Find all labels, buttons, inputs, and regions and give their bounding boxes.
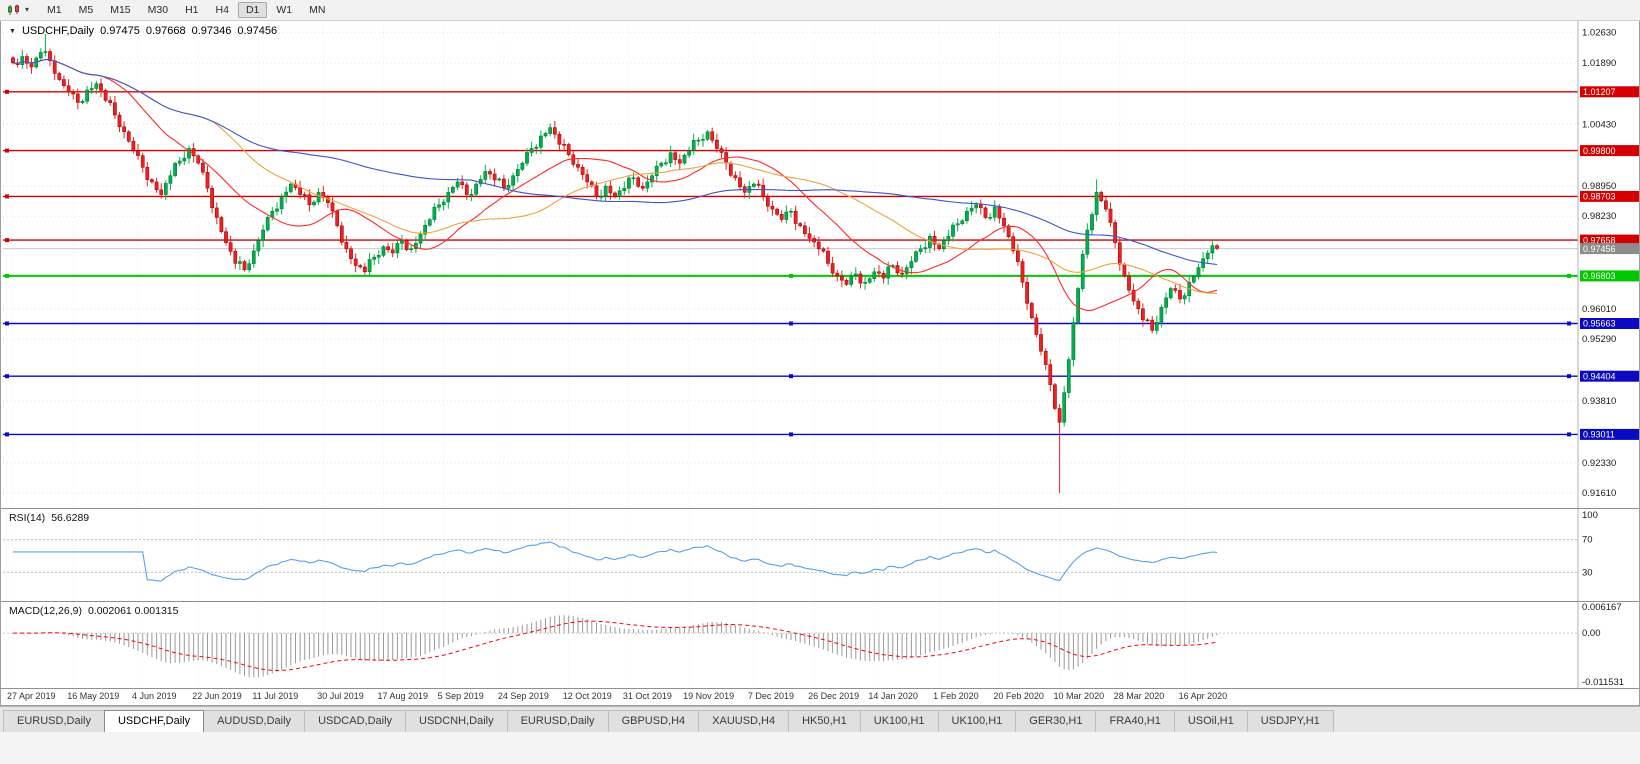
svg-text:0.99800: 0.99800	[1583, 146, 1616, 156]
timeframe-toolbar: ▾ M1 M5 M15 M30 H1 H4 D1 W1 MN	[0, 0, 1640, 21]
date-label: 26 Dec 2019	[808, 691, 860, 701]
timeframe-buttons: M1 M5 M15 M30 H1 H4 D1 W1 MN	[39, 2, 334, 18]
tab-ger30-h1[interactable]: GER30,H1	[1015, 710, 1097, 732]
svg-text:70: 70	[1582, 535, 1593, 546]
svg-text:0.97658: 0.97658	[1583, 235, 1616, 245]
date-label: 17 Aug 2019	[377, 691, 429, 701]
svg-text:0.98703: 0.98703	[1583, 192, 1616, 202]
macd-chart-canvas[interactable]: 0.006167 0.00 -0.011531	[1, 602, 1639, 688]
rsi-pane[interactable]: 100 70 30 RSI(14) 56.6289	[1, 508, 1639, 601]
timeframe-button-w1[interactable]: W1	[276, 4, 293, 16]
svg-text:1.02630: 1.02630	[1582, 27, 1616, 38]
tab-usdjpy-h1[interactable]: USDJPY,H1	[1246, 710, 1334, 732]
price-pane[interactable]: 1.02630 1.01890 1.00430 0.98950 0.98230 0.960…	[1, 21, 1639, 508]
date-label: 12 Oct 2019	[562, 691, 612, 701]
date-label: 28 Mar 2020	[1113, 691, 1165, 701]
tab-usdchf-daily[interactable]: USDCHF,Daily	[103, 710, 205, 732]
svg-text:30: 30	[1582, 567, 1593, 578]
time-axis[interactable]: 27 Apr 2019 16 May 2019 4 Jun 2019 22 Jun 2…	[1, 688, 1639, 705]
date-label: 27 Apr 2019	[7, 691, 56, 701]
tab-fra40-h1[interactable]: FRA40,H1	[1095, 710, 1175, 732]
date-label: 22 Jun 2019	[192, 691, 242, 701]
svg-text:-0.011531: -0.011531	[1582, 677, 1624, 688]
tab-usdcad-daily[interactable]: USDCAD,Daily	[304, 710, 407, 732]
svg-text:0.96803: 0.96803	[1583, 271, 1616, 281]
chart-tabs-bar: EURUSD,Daily USDCHF,Daily AUDUSD,Daily USDC…	[0, 706, 1640, 732]
svg-text:0.93810: 0.93810	[1582, 396, 1616, 407]
date-label: 30 Jul 2019	[317, 691, 364, 701]
date-label: 7 Dec 2019	[747, 691, 794, 701]
svg-text:0.00: 0.00	[1582, 628, 1601, 639]
tab-gbpusd-h4[interactable]: GBPUSD,H4	[607, 710, 700, 732]
timeframe-button-h1[interactable]: H1	[185, 4, 199, 16]
tab-usdcnh-daily[interactable]: USDCNH,Daily	[405, 710, 508, 732]
timeframe-button-m30[interactable]: M30	[147, 4, 169, 16]
date-label: 16 Apr 2020	[1178, 691, 1228, 701]
macd-pane[interactable]: 0.006167 0.00 -0.011531 MACD(12,26,9) 0.00…	[1, 601, 1639, 688]
timeframe-button-d1[interactable]: D1	[237, 2, 268, 18]
tab-eurusd-daily[interactable]: EURUSD,Daily	[506, 710, 609, 732]
date-label: 24 Sep 2019	[497, 691, 549, 701]
svg-text:0.96010: 0.96010	[1582, 304, 1616, 315]
svg-text:0.92330: 0.92330	[1582, 458, 1616, 469]
svg-text:100: 100	[1582, 510, 1598, 521]
tab-hk50-h1[interactable]: HK50,H1	[788, 710, 861, 732]
rsi-chart-canvas[interactable]: 100 70 30	[1, 509, 1639, 601]
svg-text:0.98950: 0.98950	[1582, 181, 1616, 192]
svg-text:0.91610: 0.91610	[1582, 488, 1616, 499]
dropdown-caret-icon[interactable]: ▾	[25, 5, 30, 14]
tab-uk100-h1[interactable]: UK100,H1	[859, 710, 939, 732]
tab-uk100-h1[interactable]: UK100,H1	[937, 710, 1017, 732]
date-label: 31 Oct 2019	[622, 691, 672, 701]
price-chart-canvas[interactable]: 1.02630 1.01890 1.00430 0.98950 0.98230 0.960…	[1, 21, 1639, 508]
chart-type-icon[interactable]	[6, 4, 22, 16]
svg-text:0.95290: 0.95290	[1582, 334, 1616, 345]
svg-text:1.01890: 1.01890	[1582, 58, 1616, 69]
timeframe-button-h4[interactable]: H4	[215, 4, 229, 16]
tab-usoil-h1[interactable]: USOil,H1	[1173, 710, 1248, 732]
date-label: 10 Mar 2020	[1053, 691, 1105, 701]
svg-text:0.006167: 0.006167	[1582, 602, 1622, 613]
tab-eurusd-daily[interactable]: EURUSD,Daily	[3, 710, 105, 732]
date-label: 16 May 2019	[67, 691, 120, 701]
svg-text:1.01207: 1.01207	[1583, 87, 1616, 97]
date-label: 19 Nov 2019	[683, 691, 735, 701]
chart-window: 1.02630 1.01890 1.00430 0.98950 0.98230 0.960…	[0, 21, 1640, 706]
bottom-filler	[0, 732, 1640, 764]
svg-text:0.95663: 0.95663	[1583, 319, 1616, 329]
tab-xauusd-h4[interactable]: XAUUSD,H4	[698, 710, 790, 732]
date-label: 5 Sep 2019	[437, 691, 484, 701]
collapse-triangle-icon[interactable]: ▼	[9, 27, 16, 35]
date-label: 20 Feb 2020	[993, 691, 1044, 701]
timeframe-button-mn[interactable]: MN	[309, 4, 326, 16]
svg-text:0.94404: 0.94404	[1583, 371, 1616, 381]
timeframe-button-m15[interactable]: M15	[110, 4, 131, 16]
date-label: 11 Jul 2019	[252, 691, 299, 701]
timeframe-button-m1[interactable]: M1	[47, 4, 62, 16]
svg-text:0.98230: 0.98230	[1582, 211, 1616, 222]
date-label: 1 Feb 2020	[933, 691, 979, 701]
timeframe-button-m5[interactable]: M5	[78, 4, 94, 16]
svg-text:0.93011: 0.93011	[1583, 430, 1615, 440]
date-label: 4 Jun 2019	[132, 691, 177, 701]
date-label: 14 Jan 2020	[868, 691, 918, 701]
tab-audusd-daily[interactable]: AUDUSD,Daily	[203, 710, 306, 732]
svg-text:0.97456: 0.97456	[1583, 244, 1616, 254]
svg-text:1.00430: 1.00430	[1582, 119, 1616, 130]
